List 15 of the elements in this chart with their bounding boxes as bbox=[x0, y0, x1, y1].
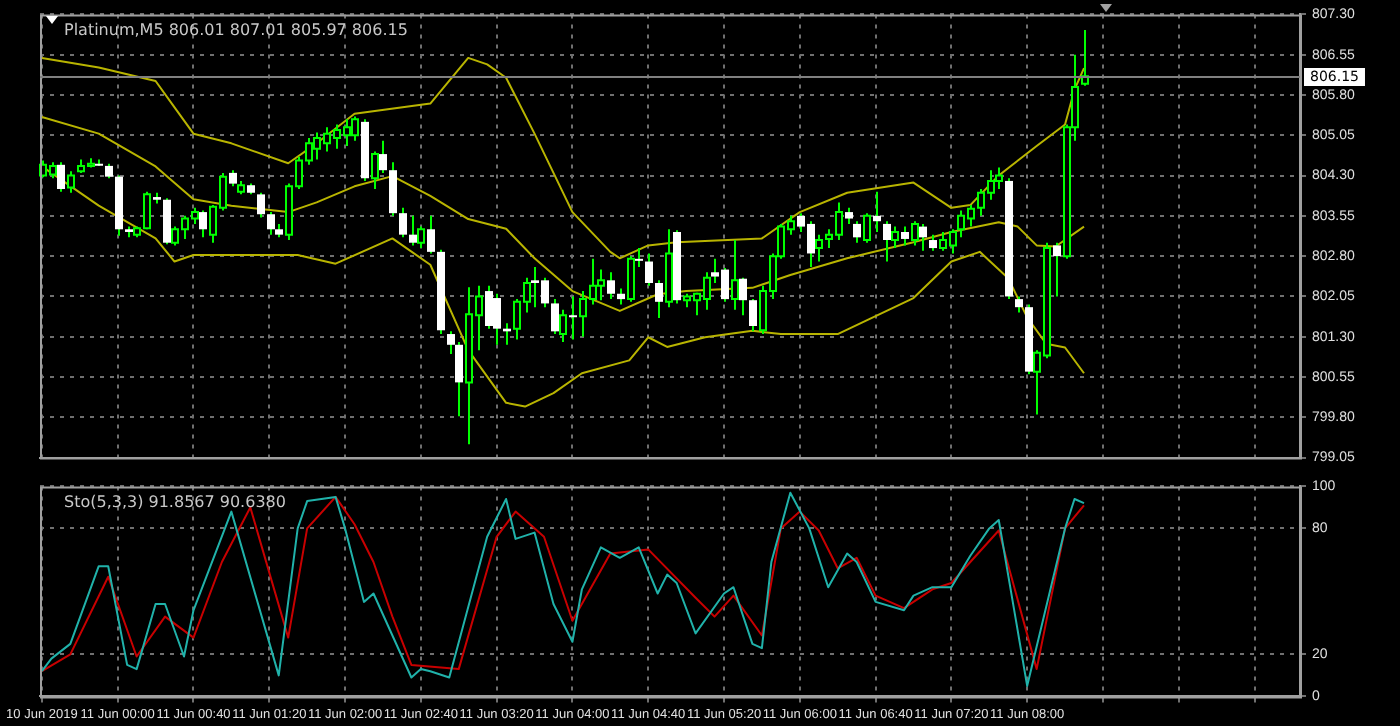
candlestick bbox=[739, 276, 747, 317]
candlestick bbox=[399, 206, 407, 239]
candlestick bbox=[379, 139, 387, 174]
candlestick bbox=[551, 298, 559, 336]
candlestick bbox=[267, 211, 275, 236]
candlestick bbox=[645, 252, 653, 287]
chart-title: Sto(5,3,3) 91.8567 90.6380 bbox=[64, 492, 286, 511]
candlestick bbox=[163, 197, 171, 246]
candlestick bbox=[389, 161, 397, 217]
candlestick bbox=[883, 220, 891, 263]
candlestick bbox=[409, 214, 417, 247]
chart-title: Platinum,M5 806.01 807.01 805.97 806.15 bbox=[64, 20, 408, 39]
candlestick bbox=[257, 191, 265, 219]
candlestick bbox=[919, 222, 927, 252]
candlestick bbox=[493, 292, 501, 346]
